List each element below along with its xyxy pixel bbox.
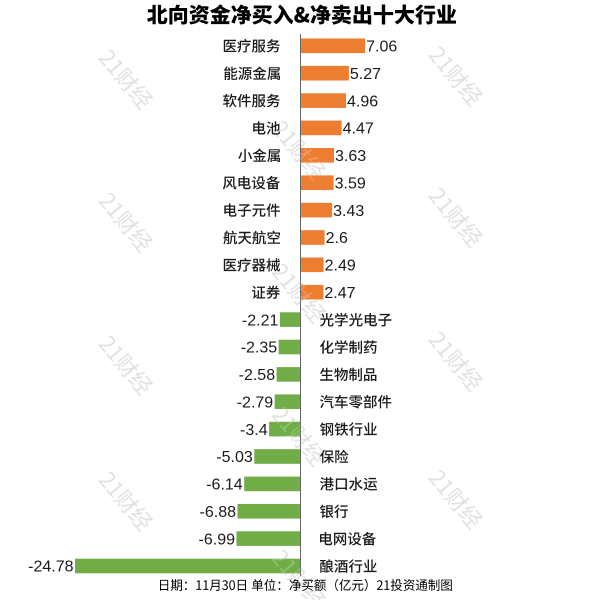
svg-text:-5.03: -5.03: [216, 449, 253, 466]
svg-text:2.6: 2.6: [326, 230, 348, 247]
svg-text:-3.4: -3.4: [240, 422, 268, 439]
svg-text:4.47: 4.47: [343, 121, 374, 138]
svg-text:5.27: 5.27: [350, 66, 381, 83]
svg-text:-24.78: -24.78: [28, 559, 73, 576]
svg-text:2.49: 2.49: [325, 258, 356, 275]
svg-text:3.43: 3.43: [333, 203, 364, 220]
svg-text:-6.88: -6.88: [200, 504, 237, 521]
svg-text:3.63: 3.63: [335, 148, 366, 165]
svg-text:4.96: 4.96: [347, 93, 378, 110]
svg-text:-2.35: -2.35: [241, 340, 278, 357]
svg-text:-2.79: -2.79: [237, 394, 274, 411]
svg-text:-6.14: -6.14: [206, 477, 243, 494]
svg-text:7.06: 7.06: [366, 39, 397, 56]
svg-text:-6.99: -6.99: [199, 531, 236, 548]
svg-text:-2.58: -2.58: [239, 367, 276, 384]
svg-text:-2.21: -2.21: [242, 312, 279, 329]
svg-text:2.47: 2.47: [324, 285, 355, 302]
svg-text:3.59: 3.59: [335, 175, 366, 192]
